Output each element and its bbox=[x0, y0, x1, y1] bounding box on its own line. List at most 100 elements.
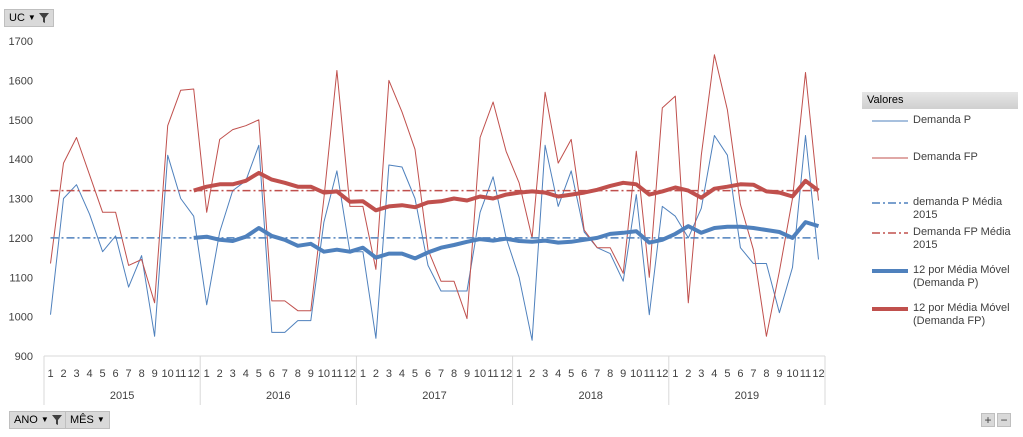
x-tick-label-month: 6 bbox=[269, 368, 275, 380]
legend-swatch bbox=[872, 157, 908, 159]
x-tick-label-month: 6 bbox=[113, 368, 119, 380]
legend-item-label: Demanda FP Média 2015 bbox=[913, 226, 1011, 251]
x-tick-label-month: 12 bbox=[188, 368, 200, 380]
x-tick-label-month: 9 bbox=[620, 368, 626, 380]
legend-item[interactable]: Demanda FP Média 2015 bbox=[862, 226, 1022, 262]
legend-swatch bbox=[872, 120, 908, 122]
legend-item-label: 12 por Média Móvel (Demanda P) bbox=[913, 264, 1010, 289]
x-tick-label-year: 2016 bbox=[266, 390, 290, 402]
x-tick-label-month: 3 bbox=[386, 368, 392, 380]
legend-swatch bbox=[872, 232, 908, 234]
x-tick-label-month: 12 bbox=[656, 368, 668, 380]
legend-item-label: 12 por Média Móvel (Demanda FP) bbox=[913, 302, 1010, 327]
legend-item[interactable]: Demanda P bbox=[862, 114, 1022, 150]
y-tick-label: 1500 bbox=[9, 115, 33, 127]
value-field-button[interactable]: UC ▼ bbox=[4, 9, 54, 27]
x-tick-label-month: 12 bbox=[344, 368, 356, 380]
x-tick-label-month: 12 bbox=[500, 368, 512, 380]
row-field-ano-button[interactable]: ANO ▼ bbox=[9, 411, 67, 429]
x-tick-label-month: 10 bbox=[786, 368, 798, 380]
x-tick-label-month: 8 bbox=[607, 368, 613, 380]
x-tick-label-month: 11 bbox=[644, 368, 655, 380]
x-tick-label-year: 2017 bbox=[422, 390, 446, 402]
legend-item-label: demanda P Média 2015 bbox=[913, 196, 1003, 221]
x-tick-label-month: 2 bbox=[529, 368, 535, 380]
x-tick-label-month: 9 bbox=[776, 368, 782, 380]
y-tick-label: 1200 bbox=[9, 233, 33, 245]
x-tick-label-month: 4 bbox=[555, 368, 561, 380]
x-tick-label-month: 10 bbox=[318, 368, 330, 380]
x-tick-label-month: 3 bbox=[542, 368, 548, 380]
x-tick-label-month: 11 bbox=[800, 368, 811, 380]
legend-swatch bbox=[872, 269, 908, 273]
x-tick-label-month: 11 bbox=[175, 368, 186, 380]
legend-item[interactable]: demanda P Média 2015 bbox=[862, 196, 1022, 232]
x-tick-label-month: 4 bbox=[711, 368, 717, 380]
x-tick-label-month: 7 bbox=[594, 368, 600, 380]
x-tick-label-month: 4 bbox=[399, 368, 405, 380]
dropdown-arrow-icon: ▼ bbox=[27, 13, 36, 22]
x-tick-label-month: 1 bbox=[360, 368, 366, 380]
x-tick-label-month: 10 bbox=[162, 368, 174, 380]
x-tick-label-month: 3 bbox=[698, 368, 704, 380]
x-tick-label-month: 6 bbox=[737, 368, 743, 380]
legend-swatch bbox=[872, 202, 908, 204]
legend-item[interactable]: 12 por Média Móvel (Demanda FP) bbox=[862, 302, 1022, 338]
x-tick-label-month: 5 bbox=[412, 368, 418, 380]
legend-item[interactable]: 12 por Média Móvel (Demanda P) bbox=[862, 264, 1022, 300]
x-tick-label-month: 5 bbox=[724, 368, 730, 380]
legend-item-label: Demanda P bbox=[913, 114, 972, 126]
x-tick-label-month: 10 bbox=[630, 368, 642, 380]
y-tick-label: 1400 bbox=[9, 154, 33, 166]
value-field-label: UC bbox=[9, 12, 25, 24]
x-tick-label-year: 2019 bbox=[735, 390, 759, 402]
x-tick-label-month: 5 bbox=[568, 368, 574, 380]
collapse-button[interactable]: − bbox=[997, 413, 1011, 427]
x-tick-label-month: 2 bbox=[685, 368, 691, 380]
x-tick-label-month: 4 bbox=[86, 368, 92, 380]
y-axis: 900 1000 1100 1200 1300 1400 1500 1600 1700 bbox=[9, 36, 33, 363]
x-tick-label-month: 9 bbox=[152, 368, 158, 380]
y-tick-label: 1100 bbox=[9, 272, 33, 284]
expand-button[interactable]: + bbox=[981, 413, 995, 427]
x-tick-label-month: 8 bbox=[295, 368, 301, 380]
x-tick-label-month: 2 bbox=[373, 368, 379, 380]
y-tick-label: 900 bbox=[15, 351, 33, 363]
x-tick-label-month: 7 bbox=[750, 368, 756, 380]
x-tick-label-month: 9 bbox=[464, 368, 470, 380]
y-tick-label: 1000 bbox=[9, 312, 33, 324]
x-tick-label-year: 2018 bbox=[578, 390, 602, 402]
x-tick-label-month: 11 bbox=[331, 368, 342, 380]
y-tick-label: 1600 bbox=[9, 75, 33, 87]
x-tick-label-month: 3 bbox=[73, 368, 79, 380]
legend-item[interactable]: Demanda FP bbox=[862, 151, 1022, 187]
legend-title: Valores bbox=[862, 92, 1018, 109]
filter-funnel-icon bbox=[38, 13, 49, 23]
row-field-mes-label: MÊS bbox=[70, 414, 94, 426]
x-tick-label-month: 12 bbox=[812, 368, 824, 380]
x-tick-label-month: 5 bbox=[100, 368, 106, 380]
y-tick-label: 1700 bbox=[9, 36, 33, 48]
series-line-1 bbox=[50, 54, 819, 337]
x-tick-label-month: 1 bbox=[672, 368, 678, 380]
row-field-ano-label: ANO bbox=[14, 414, 38, 426]
x-tick-label-month: 1 bbox=[516, 368, 522, 380]
dropdown-arrow-icon: ▼ bbox=[96, 415, 105, 424]
row-field-mes-button[interactable]: MÊS ▼ bbox=[65, 411, 110, 429]
y-tick-label: 1300 bbox=[9, 194, 33, 206]
x-tick-label-month: 8 bbox=[139, 368, 145, 380]
x-tick-label-month: 6 bbox=[581, 368, 587, 380]
x-tick-label-month: 7 bbox=[126, 368, 132, 380]
x-tick-label-month: 9 bbox=[308, 368, 314, 380]
x-tick-label-month: 11 bbox=[487, 368, 498, 380]
series-line-5 bbox=[193, 170, 820, 213]
x-tick-label-month: 5 bbox=[256, 368, 262, 380]
x-tick-label-month: 1 bbox=[47, 368, 53, 380]
x-tick-label-month: 8 bbox=[763, 368, 769, 380]
x-tick-label-month: 7 bbox=[438, 368, 444, 380]
x-tick-label-month: 3 bbox=[230, 368, 236, 380]
x-tick-label-month: 6 bbox=[425, 368, 431, 380]
x-tick-label-month: 10 bbox=[474, 368, 486, 380]
dropdown-arrow-icon: ▼ bbox=[40, 415, 49, 424]
